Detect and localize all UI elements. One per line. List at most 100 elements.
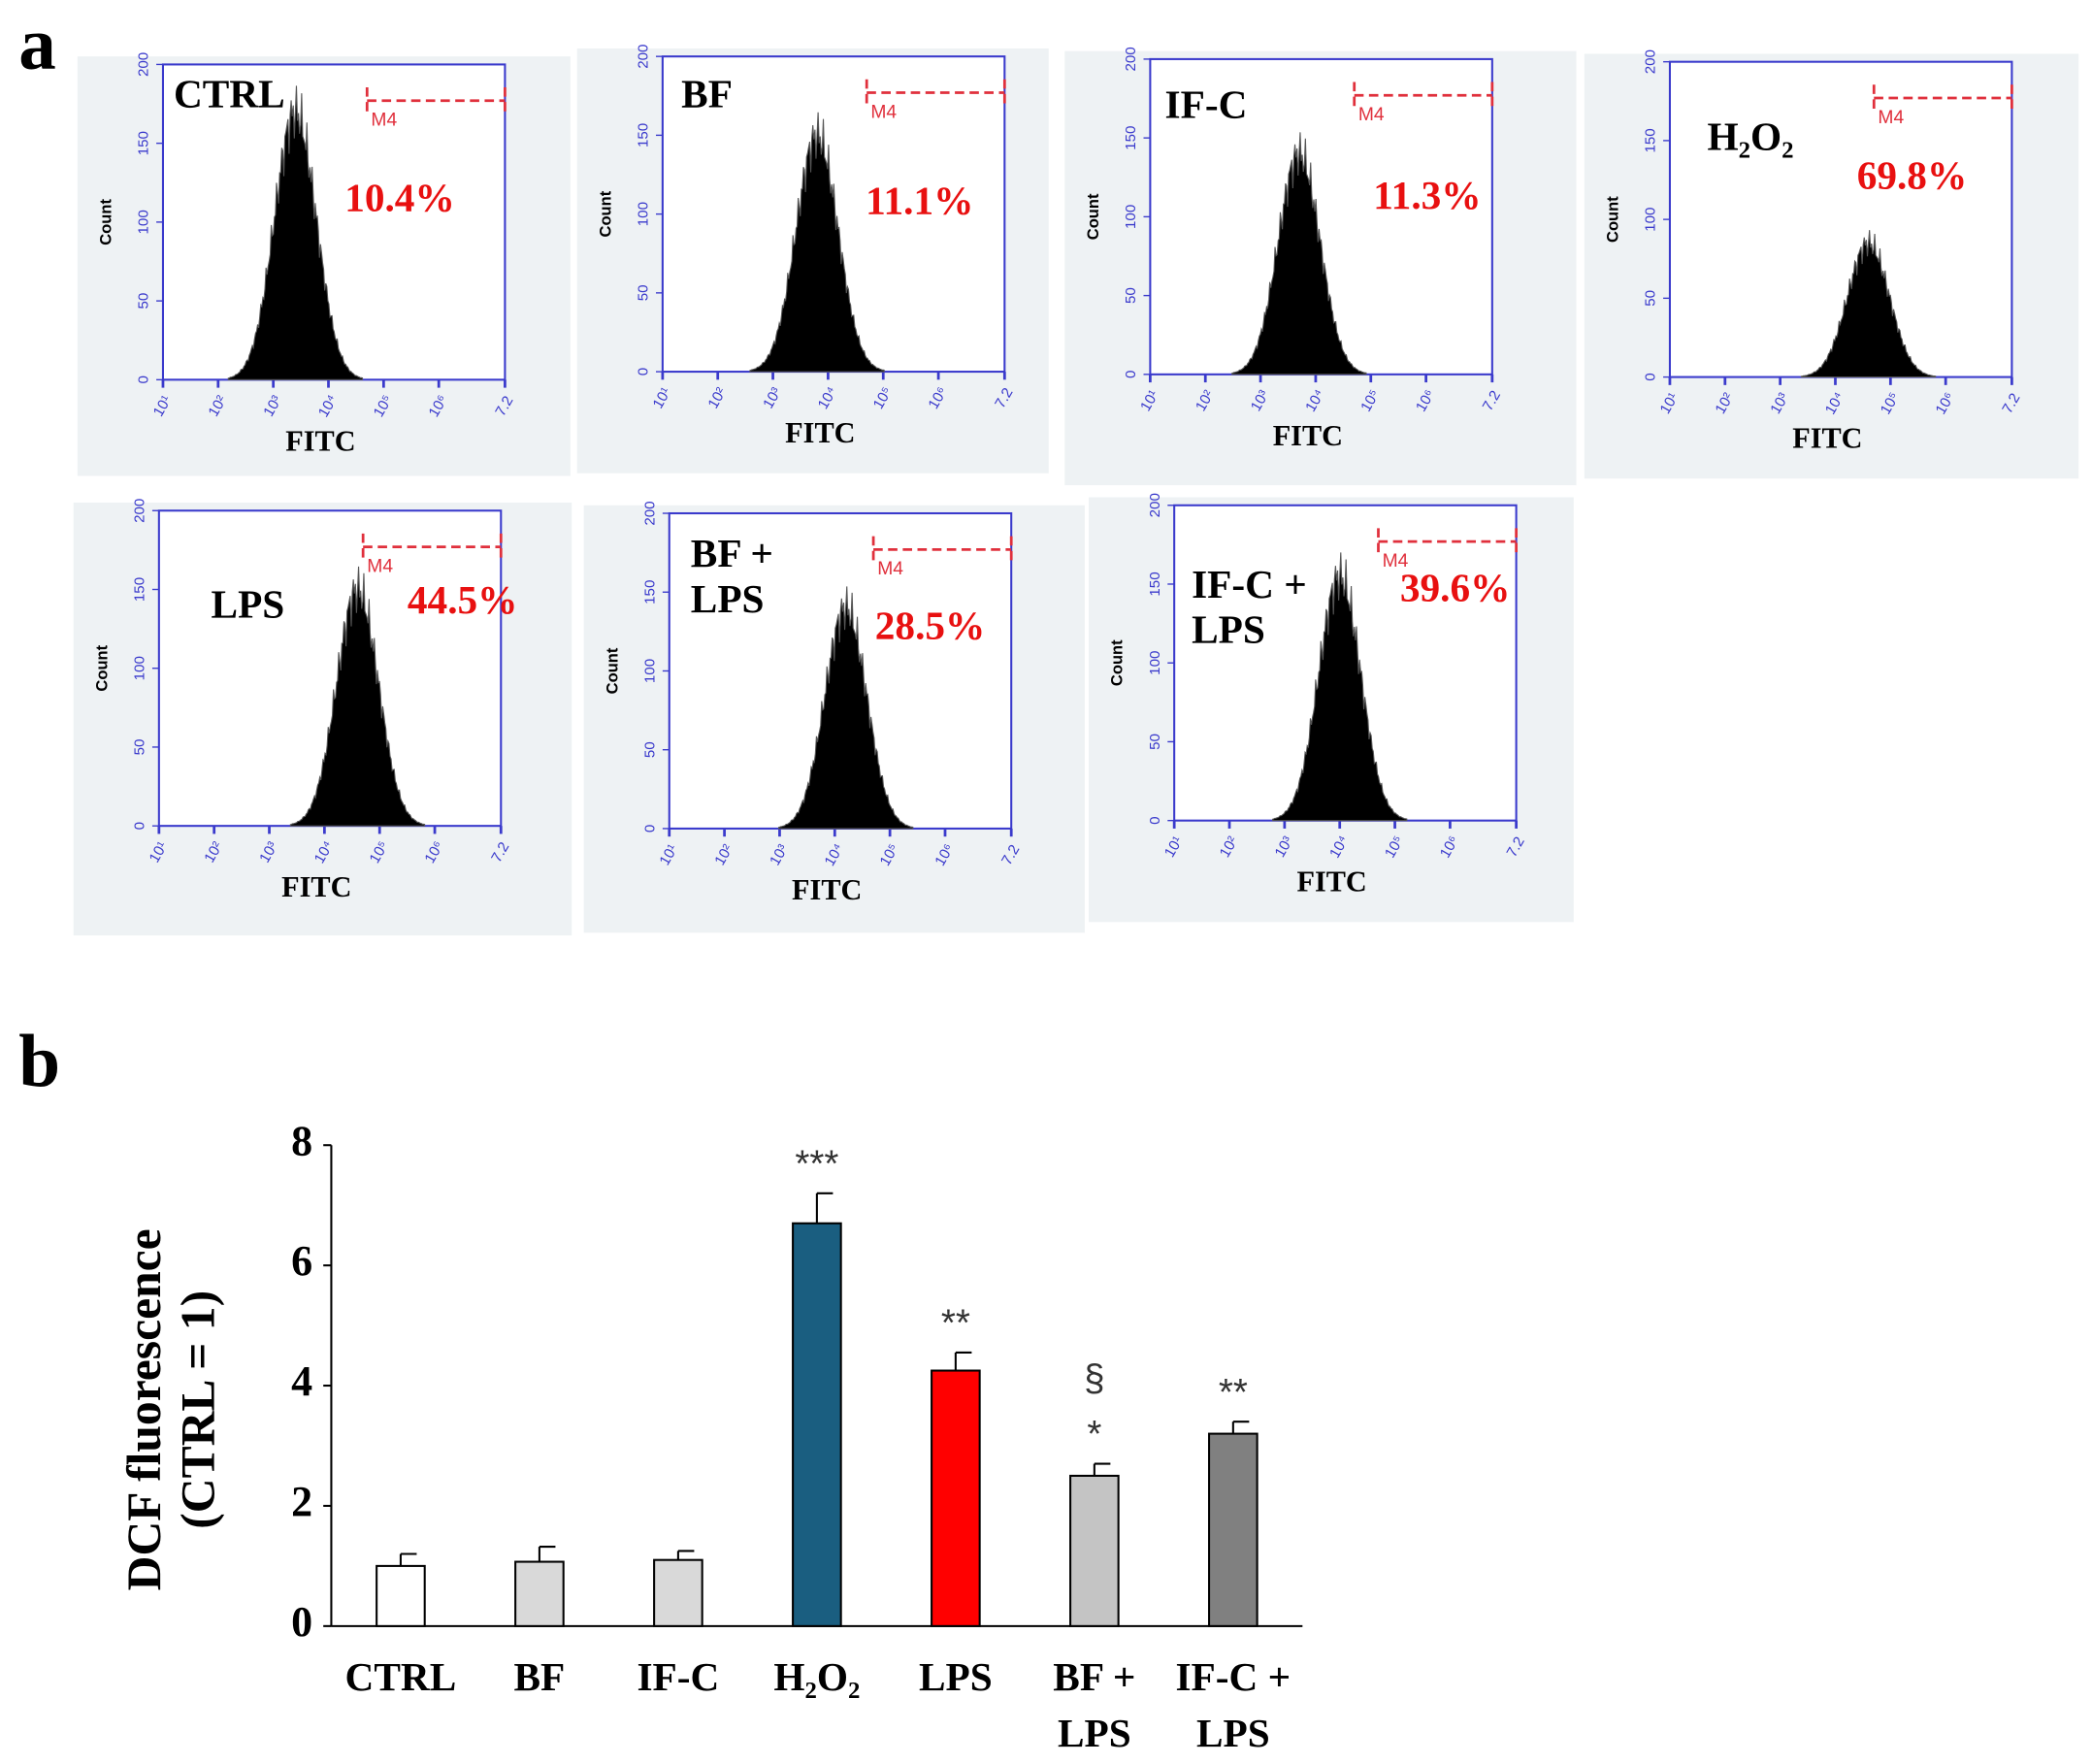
y-axis-label: Count <box>96 199 114 245</box>
y-tick-label: 200 <box>636 45 652 69</box>
y-tick-label: 200 <box>641 501 658 525</box>
y-axis-label-box: DCF fluorescence (CTRL = 1) <box>117 1228 225 1591</box>
y-tick-label: 150 <box>1147 572 1163 596</box>
x-axis-label: FITC <box>1273 419 1343 452</box>
panel-title: BF <box>681 72 733 117</box>
x-tick-label-box: IF-C <box>637 1655 720 1700</box>
x-tick-label: BF <box>513 1655 566 1700</box>
significance: § <box>1084 1357 1104 1399</box>
y-axis-label: Count <box>1108 639 1127 686</box>
panel-title-box: BF <box>681 72 733 117</box>
panel-title: IF-C + LPS <box>1192 562 1307 653</box>
bar <box>653 1558 703 1627</box>
y-tick-label: 200 <box>1123 47 1139 71</box>
y-tick-label: 100 <box>132 656 148 680</box>
plot-area <box>161 63 507 381</box>
gate-label: M4 <box>877 559 903 579</box>
x-tick-label: H₂O₂ <box>773 1655 861 1700</box>
significance: ** <box>941 1303 970 1345</box>
significance: ** <box>1219 1372 1248 1414</box>
gate-label: M4 <box>1383 551 1409 572</box>
x-tick-label-box: BF <box>513 1655 566 1700</box>
y-tick-label: 6 <box>291 1237 312 1285</box>
histogram <box>1231 132 1367 376</box>
y-tick-label: 0 <box>636 368 652 376</box>
y-axis-label: Count <box>1603 196 1621 243</box>
gate-marker <box>361 533 503 561</box>
bar <box>376 1564 426 1627</box>
x-tick-label-box: CTRL <box>345 1655 457 1699</box>
panel-label: b <box>18 1019 60 1102</box>
panel-title: H₂O₂ <box>1707 114 1794 160</box>
bar <box>792 1222 842 1627</box>
x-tick-label: BF + LPS <box>1053 1655 1136 1756</box>
x-tick-label: IF-C <box>637 1655 720 1700</box>
significance: *** <box>795 1143 838 1185</box>
y-tick-label: 200 <box>136 52 152 77</box>
y-tick-label: 0 <box>291 1598 312 1646</box>
histogram <box>1272 552 1408 822</box>
gate-label: M4 <box>1358 105 1385 125</box>
histogram <box>777 586 914 830</box>
y-tick-label: 100 <box>1123 205 1139 229</box>
y-tick-label: 50 <box>136 293 152 310</box>
histogram <box>289 566 426 827</box>
percentage: 11.3% <box>1373 173 1481 217</box>
y-tick-label: 50 <box>132 739 148 756</box>
y-tick-label: 100 <box>1643 208 1659 232</box>
gate-label: M4 <box>371 111 397 131</box>
gate-marker <box>1377 528 1518 555</box>
x-tick-label-box: H₂O₂ <box>773 1655 861 1700</box>
histogram <box>227 85 364 380</box>
panel-title-box: IF-C <box>1165 83 1248 127</box>
significance: * <box>1087 1414 1101 1455</box>
gate-label: M4 <box>367 556 393 576</box>
y-tick-label: 100 <box>1147 651 1163 675</box>
percentage: 10.4% <box>344 176 455 220</box>
x-axis-label: FITC <box>1296 866 1366 898</box>
x-axis-label: FITC <box>281 870 351 903</box>
y-tick-label: 100 <box>636 202 652 226</box>
percentage: 44.5% <box>408 577 518 622</box>
histogram <box>749 112 885 373</box>
percentage: 39.6% <box>1400 566 1511 610</box>
bar <box>1069 1474 1120 1627</box>
y-axis-label: Count <box>596 190 614 237</box>
y-axis-label: Count <box>603 647 621 694</box>
panel-title-box: LPS <box>211 582 285 628</box>
y-tick-label: 0 <box>136 376 152 383</box>
gate-label: M4 <box>870 102 897 122</box>
x-tick-label-box: LPS <box>919 1655 993 1699</box>
x-tick-label-box: BF + LPS <box>1053 1655 1136 1756</box>
gate-marker <box>871 536 1013 564</box>
gate-marker <box>865 79 1006 107</box>
panel-title-box: IF-C + LPS <box>1192 562 1307 653</box>
y-tick-label: 50 <box>1643 290 1659 307</box>
y-tick-label: 0 <box>1643 373 1659 380</box>
x-tick-label: IF-C + LPS <box>1175 1655 1291 1756</box>
y-axis-label: Count <box>1084 193 1102 240</box>
y-tick-label: 8 <box>291 1117 312 1164</box>
y-tick-label: 150 <box>636 123 652 147</box>
y-tick-label: 200 <box>132 499 148 523</box>
percentage: 11.1% <box>866 178 973 222</box>
y-tick-label: 50 <box>636 284 652 301</box>
bar <box>514 1560 565 1627</box>
panel-title: LPS <box>211 582 285 628</box>
y-tick-label: 50 <box>1123 287 1139 304</box>
y-tick-label: 0 <box>1123 371 1139 378</box>
y-tick-label: 150 <box>641 580 658 604</box>
y-tick-label: 200 <box>1643 49 1659 74</box>
y-axis-label: DCF fluorescence (CTRL = 1) <box>117 1228 225 1591</box>
bar <box>1208 1432 1258 1627</box>
y-tick-label: 50 <box>1147 734 1163 750</box>
panel-title: BF + LPS <box>690 532 773 622</box>
percentage: 69.8% <box>1857 152 1968 197</box>
panel-title: CTRL <box>173 72 285 117</box>
gate-marker <box>1353 82 1494 110</box>
x-axis-label: FITC <box>785 416 855 449</box>
x-axis-label: FITC <box>792 873 862 906</box>
y-tick-label: 50 <box>641 741 658 758</box>
